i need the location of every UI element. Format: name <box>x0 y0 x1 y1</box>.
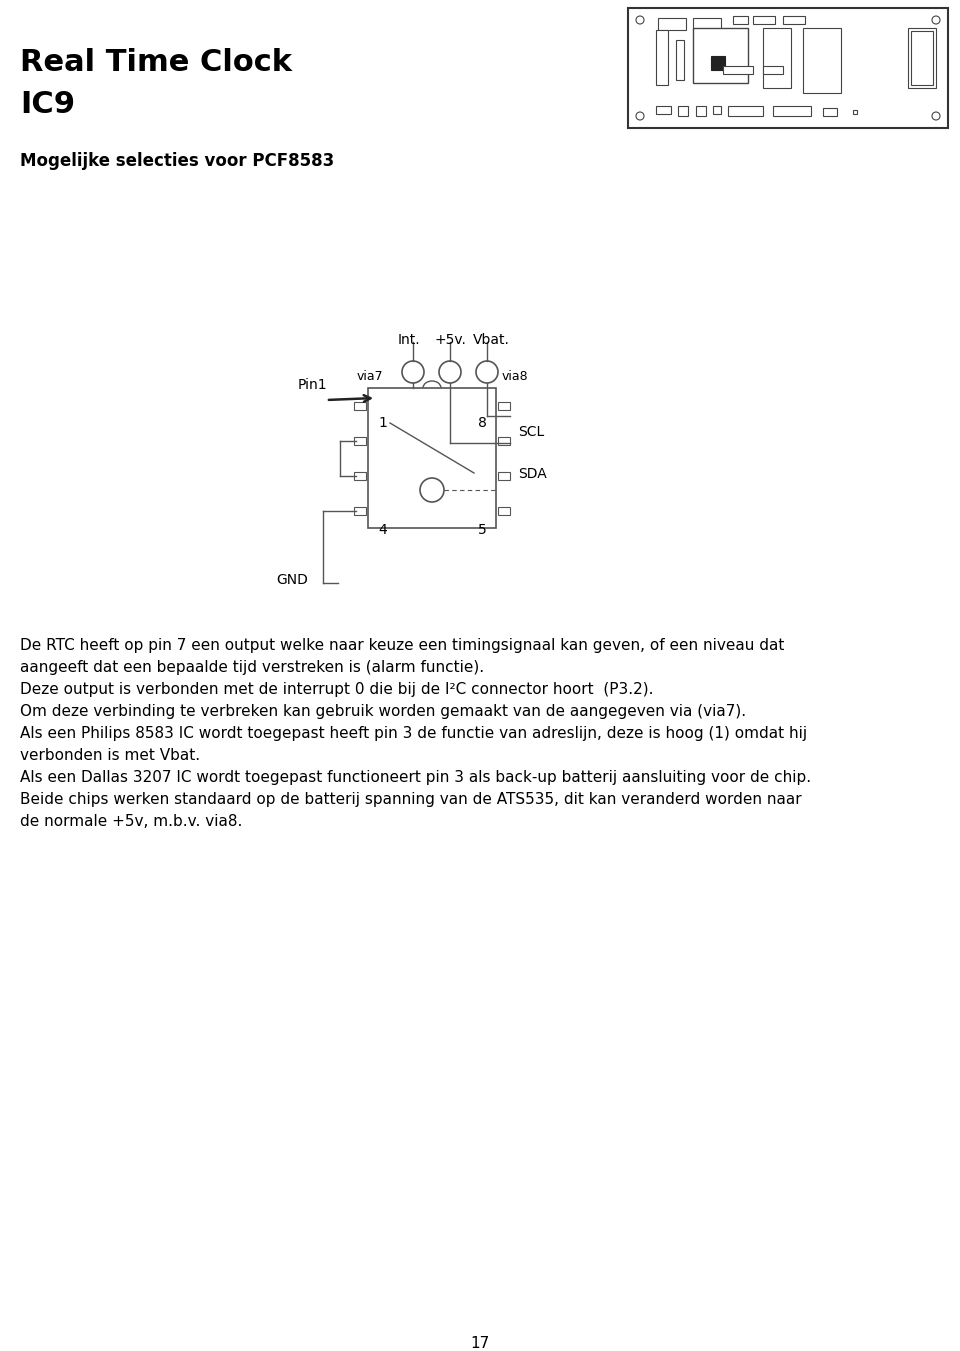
Bar <box>656 105 671 113</box>
Text: Deze output is verbonden met de interrupt 0 die bij de I²C connector hoort  (P3.: Deze output is verbonden met de interrup… <box>20 682 654 697</box>
Bar <box>803 28 841 93</box>
Text: 17: 17 <box>470 1336 490 1351</box>
Text: via8: via8 <box>502 370 529 384</box>
Bar <box>783 16 805 24</box>
Bar <box>354 507 366 515</box>
Text: Als een Philips 8583 IC wordt toegepast heeft pin 3 de functie van adreslijn, de: Als een Philips 8583 IC wordt toegepast … <box>20 725 807 740</box>
Text: Real Time Clock: Real Time Clock <box>20 49 292 77</box>
Bar <box>693 18 721 30</box>
Text: Om deze verbinding te verbreken kan gebruik worden gemaakt van de aangegeven via: Om deze verbinding te verbreken kan gebr… <box>20 704 746 719</box>
Bar <box>498 436 510 444</box>
Bar <box>908 28 936 88</box>
Bar <box>354 471 366 480</box>
Bar <box>823 108 837 116</box>
Circle shape <box>420 478 444 503</box>
Bar <box>773 105 811 116</box>
Text: SDA: SDA <box>518 466 547 481</box>
Text: Pin1: Pin1 <box>298 378 327 392</box>
Text: De RTC heeft op pin 7 een output welke naar keuze een timingsignaal kan geven, o: De RTC heeft op pin 7 een output welke n… <box>20 638 784 653</box>
Text: de normale +5v, m.b.v. via8.: de normale +5v, m.b.v. via8. <box>20 815 242 830</box>
Bar <box>723 66 753 74</box>
Circle shape <box>476 361 498 382</box>
Bar <box>693 28 748 82</box>
Bar <box>354 401 366 409</box>
Circle shape <box>636 112 644 120</box>
Bar <box>763 66 783 74</box>
Circle shape <box>402 361 424 382</box>
Bar <box>498 507 510 515</box>
Bar <box>498 401 510 409</box>
Text: Mogelijke selecties voor PCF8583: Mogelijke selecties voor PCF8583 <box>20 153 334 170</box>
Bar <box>498 471 510 480</box>
Bar <box>911 31 933 85</box>
Bar <box>354 436 366 444</box>
Bar <box>728 105 763 116</box>
Bar <box>711 55 725 70</box>
Bar <box>853 109 857 113</box>
Circle shape <box>932 112 940 120</box>
Text: Als een Dallas 3207 IC wordt toegepast functioneert pin 3 als back-up batterij a: Als een Dallas 3207 IC wordt toegepast f… <box>20 770 811 785</box>
Bar <box>658 18 686 30</box>
Bar <box>678 105 688 116</box>
Text: 4: 4 <box>378 523 387 536</box>
Circle shape <box>439 361 461 382</box>
Bar <box>753 16 775 24</box>
Text: Beide chips werken standaard op de batterij spanning van de ATS535, dit kan vera: Beide chips werken standaard op de batte… <box>20 792 802 807</box>
Bar <box>368 388 496 528</box>
Text: SCL: SCL <box>518 426 544 439</box>
Text: Vbat.: Vbat. <box>472 332 510 347</box>
Bar <box>656 30 668 85</box>
Bar <box>628 8 948 128</box>
Text: 1: 1 <box>378 416 387 430</box>
Bar <box>763 28 791 88</box>
Bar <box>676 41 684 80</box>
Text: GND: GND <box>276 573 308 586</box>
Circle shape <box>932 16 940 24</box>
Text: verbonden is met Vbat.: verbonden is met Vbat. <box>20 748 200 763</box>
Bar <box>713 105 721 113</box>
Bar <box>696 105 706 116</box>
Text: 5: 5 <box>478 523 487 536</box>
Circle shape <box>636 16 644 24</box>
Text: +5v.: +5v. <box>434 332 466 347</box>
Text: 8: 8 <box>478 416 487 430</box>
Text: via7: via7 <box>356 370 383 384</box>
Text: IC9: IC9 <box>20 91 75 119</box>
Bar <box>733 16 748 24</box>
Text: aangeeft dat een bepaalde tijd verstreken is (alarm functie).: aangeeft dat een bepaalde tijd verstreke… <box>20 661 484 676</box>
Text: Int.: Int. <box>397 332 420 347</box>
